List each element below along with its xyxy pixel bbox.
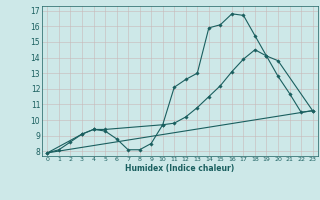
X-axis label: Humidex (Indice chaleur): Humidex (Indice chaleur) <box>125 164 235 173</box>
